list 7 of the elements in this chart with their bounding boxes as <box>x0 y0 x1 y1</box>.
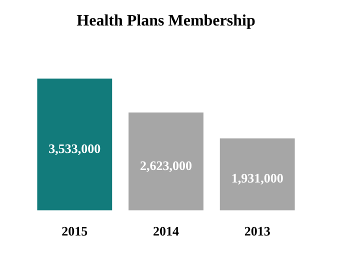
x-tick-label: 2014 <box>153 224 180 239</box>
data-label: 3,533,000 <box>48 140 101 156</box>
data-label: 2,623,000 <box>140 158 192 173</box>
data-label: 1,931,000 <box>231 170 284 186</box>
x-tick-label: 2015 <box>62 224 88 239</box>
chart-title: Health Plans Membership <box>76 12 256 30</box>
x-tick-label: 2013 <box>244 224 271 239</box>
